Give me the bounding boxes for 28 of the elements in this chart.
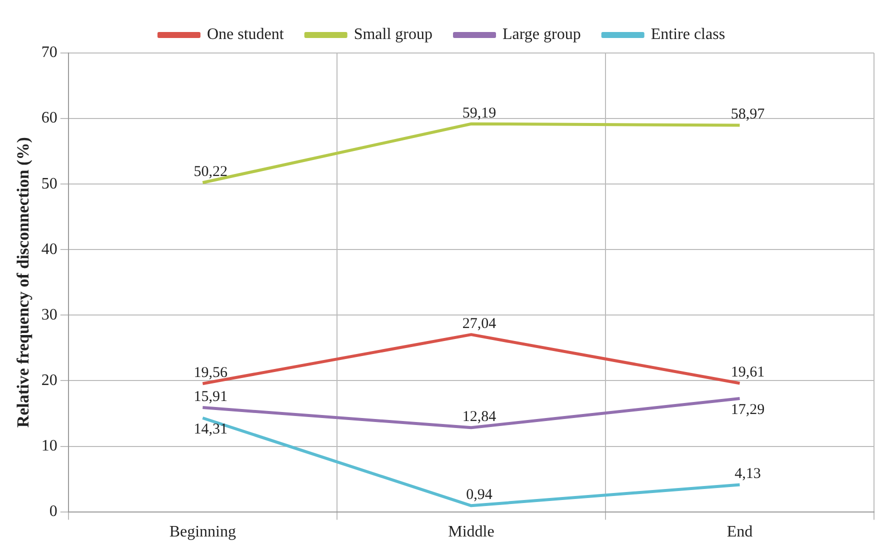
legend-label: One student — [206, 26, 284, 44]
data-label: 17,29 — [730, 402, 765, 418]
data-label: 0,94 — [466, 487, 493, 504]
y-tick-label: 50 — [41, 175, 58, 192]
x-tick-label: Beginning — [169, 524, 236, 541]
y-tick-label: 0 — [49, 503, 58, 520]
legend-label: Small group — [354, 26, 433, 44]
y-tick-label: 20 — [41, 372, 58, 389]
y-tick-label: 30 — [41, 306, 58, 324]
data-label: 58,97 — [730, 106, 766, 123]
data-label: 50,22 — [194, 164, 228, 180]
legend-label: Large group — [502, 26, 581, 44]
y-axis-title: Relative frequency of disconnection (%) — [14, 137, 33, 428]
x-tick-label: Middle — [448, 524, 494, 541]
data-label: 14,31 — [194, 421, 228, 438]
data-label: 4,13 — [734, 466, 761, 482]
data-label: 59,19 — [462, 105, 496, 122]
y-tick-label: 70 — [41, 44, 58, 62]
y-tick-label: 60 — [41, 110, 58, 127]
legend-label: Entire class — [650, 26, 726, 44]
y-tick-label: 10 — [41, 437, 58, 454]
data-label: 27,04 — [462, 316, 497, 332]
data-label: 19,56 — [194, 365, 228, 382]
data-label: 12,84 — [462, 409, 497, 426]
data-label: 15,91 — [194, 388, 228, 405]
x-tick-label: End — [726, 524, 753, 541]
y-tick-label: 40 — [41, 240, 58, 258]
data-label: 19,61 — [730, 364, 765, 381]
